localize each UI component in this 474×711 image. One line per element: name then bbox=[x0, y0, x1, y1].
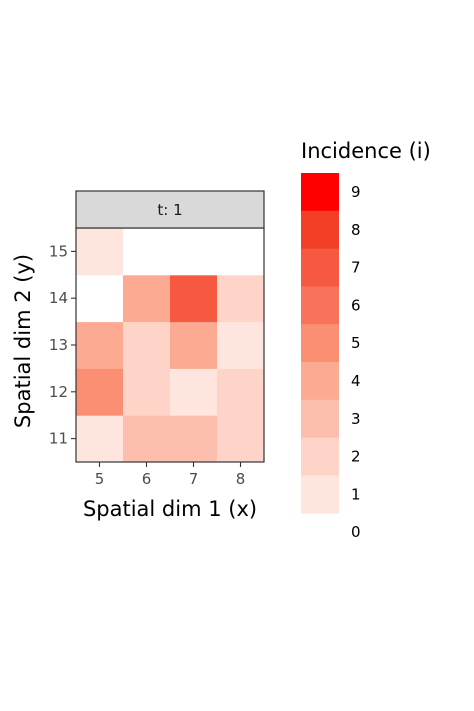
legend-label: 3 bbox=[351, 410, 361, 428]
legend-title: Incidence (i) bbox=[301, 139, 431, 163]
heatmap-cell bbox=[217, 321, 265, 369]
legend-label: 1 bbox=[351, 485, 361, 503]
legend: Incidence (i) 0 1 2 3 4 5 6 7 8 9 bbox=[301, 139, 431, 541]
heatmap-cell bbox=[76, 368, 124, 416]
legend-label: 6 bbox=[351, 296, 361, 314]
y-tick-label: 15 bbox=[49, 242, 68, 260]
heatmap-cell bbox=[123, 228, 171, 276]
legend-color-step bbox=[301, 210, 339, 249]
legend-color-step bbox=[301, 173, 339, 212]
x-tick-label: 7 bbox=[189, 470, 199, 488]
y-axis-title: Spatial dim 2 (y) bbox=[11, 254, 35, 428]
legend-label: 0 bbox=[351, 523, 361, 541]
x-axis-title: Spatial dim 1 (x) bbox=[83, 497, 257, 521]
y-tick-label: 13 bbox=[49, 336, 68, 354]
legend-label: 5 bbox=[351, 334, 361, 352]
heatmap-cell bbox=[76, 321, 124, 369]
heatmap-cell bbox=[170, 274, 218, 323]
x-tick-label: 8 bbox=[236, 470, 246, 488]
heatmap-cell bbox=[170, 415, 218, 463]
legend-label: 7 bbox=[351, 259, 361, 277]
heatmap-cell bbox=[76, 228, 124, 276]
plot-panel bbox=[75, 227, 265, 463]
y-tick-label: 11 bbox=[49, 430, 68, 448]
heatmap-cell bbox=[217, 368, 265, 416]
x-tick-label: 6 bbox=[142, 470, 152, 488]
y-tick-label: 14 bbox=[49, 289, 68, 307]
facet-strip-background bbox=[75, 190, 265, 229]
heatmap-cell bbox=[76, 415, 124, 463]
legend-label: 4 bbox=[351, 372, 361, 390]
legend-label: 2 bbox=[351, 448, 361, 466]
legend-color-step bbox=[301, 437, 339, 476]
heatmap-cell bbox=[170, 228, 218, 276]
heatmap-cell bbox=[123, 415, 171, 463]
x-tick-label: 5 bbox=[95, 470, 105, 488]
legend-color-step bbox=[301, 286, 339, 325]
legend-color-step bbox=[301, 475, 339, 514]
heatmap-cell bbox=[170, 368, 218, 416]
legend-label: 8 bbox=[351, 221, 361, 239]
y-tick-label: 12 bbox=[49, 383, 68, 401]
facet-strip: t: 1 bbox=[75, 190, 265, 229]
legend-color-step bbox=[301, 399, 339, 438]
heatmap-cell bbox=[217, 415, 265, 463]
heatmap-cell bbox=[123, 274, 171, 323]
legend-color-step bbox=[301, 324, 339, 363]
heatmap-cell bbox=[217, 274, 265, 323]
y-axis: 11 12 13 14 15 bbox=[49, 242, 76, 448]
legend-label: 9 bbox=[351, 183, 361, 201]
x-axis: 5 6 7 8 bbox=[95, 462, 246, 488]
heatmap-cell bbox=[217, 228, 265, 276]
facet-strip-label: t: 1 bbox=[157, 201, 182, 219]
heatmap-cell bbox=[76, 274, 124, 323]
heatmap-cell bbox=[123, 368, 171, 416]
legend-color-step bbox=[301, 248, 339, 287]
heatmap-cell bbox=[170, 321, 218, 369]
legend-color-step bbox=[301, 362, 339, 401]
heatmap-cell bbox=[123, 321, 171, 369]
